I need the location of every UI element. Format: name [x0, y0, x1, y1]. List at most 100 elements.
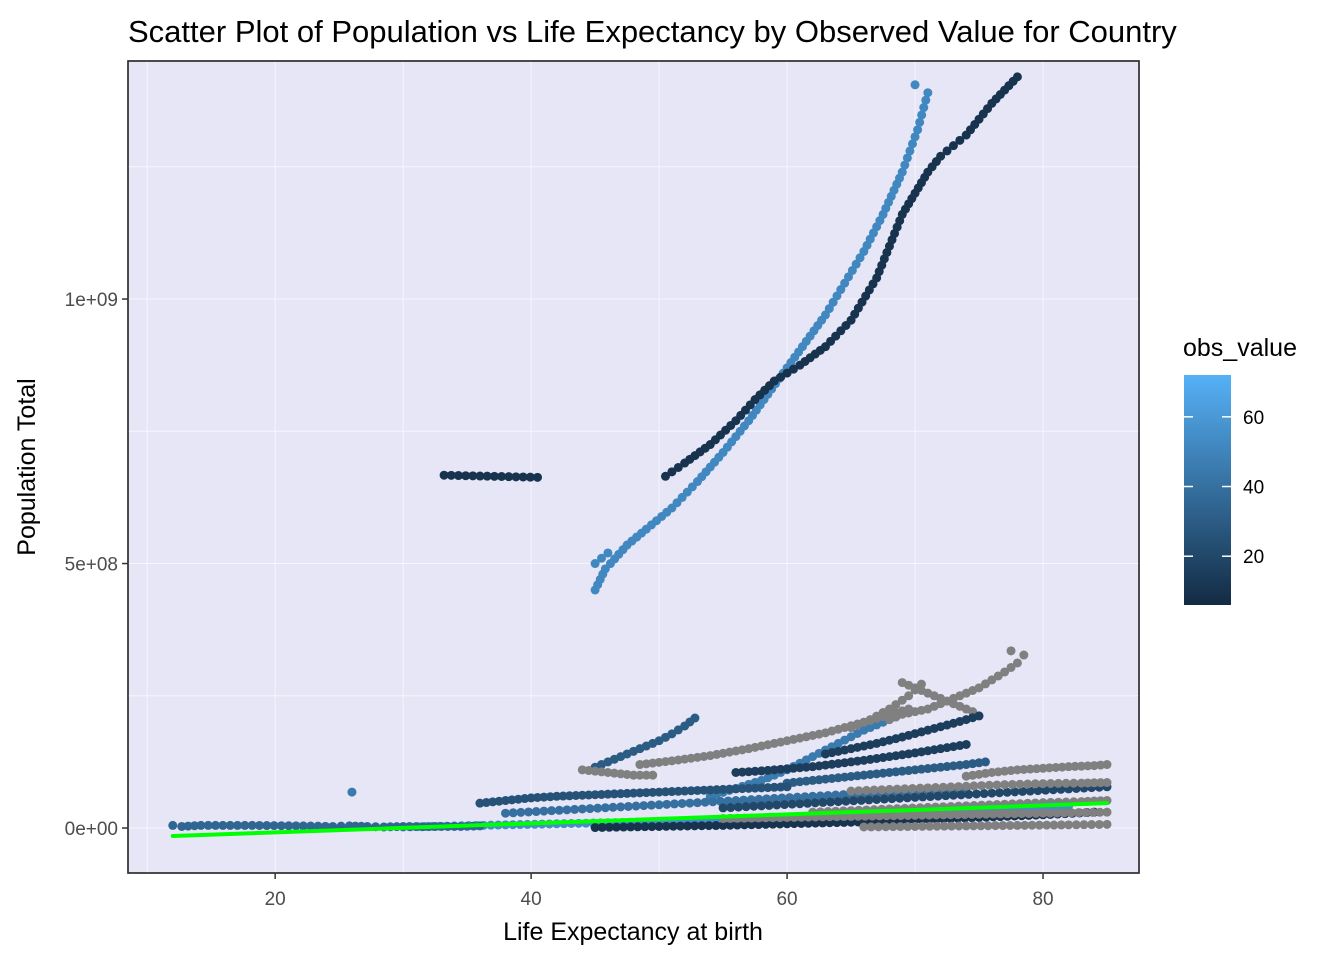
data-point — [915, 783, 925, 793]
data-point — [524, 807, 534, 817]
data-point — [964, 789, 974, 799]
data-point — [1095, 807, 1105, 817]
legend-tick-label: 40 — [1243, 478, 1264, 499]
data-point — [941, 791, 951, 801]
data-point — [977, 781, 987, 791]
data-point — [570, 804, 580, 814]
data-point — [946, 782, 956, 792]
data-point — [763, 783, 773, 793]
data-point — [685, 798, 695, 808]
data-point — [511, 472, 521, 482]
data-point — [545, 792, 555, 802]
data-point — [971, 789, 981, 799]
data-point — [453, 471, 463, 481]
data-point — [879, 794, 889, 804]
data-point — [611, 822, 621, 832]
x-tick-label: 80 — [1032, 889, 1053, 910]
data-point — [826, 797, 836, 807]
data-point — [718, 820, 728, 830]
data-point — [749, 801, 759, 811]
data-point — [677, 798, 687, 808]
data-point — [1038, 763, 1048, 773]
data-point — [504, 472, 514, 482]
data-point — [1074, 808, 1084, 818]
data-point — [974, 809, 984, 819]
trend-line-group — [170, 801, 1110, 838]
data-point — [872, 794, 882, 804]
data-point — [769, 782, 779, 792]
data-point — [635, 788, 645, 798]
data-point — [639, 801, 649, 811]
data-point — [648, 770, 658, 780]
data-point — [867, 811, 877, 821]
data-point — [750, 766, 760, 776]
data-point — [276, 821, 286, 831]
data-point — [306, 821, 316, 831]
data-point — [203, 820, 213, 830]
data-point — [1061, 778, 1071, 788]
data-point — [690, 713, 700, 723]
data-point — [623, 801, 633, 811]
data-point — [726, 803, 736, 813]
data-point — [662, 799, 672, 809]
y-tick-label: 0e+00 — [65, 819, 118, 840]
data-point — [983, 821, 993, 831]
data-point — [177, 821, 187, 831]
data-point — [1034, 820, 1044, 830]
data-point — [539, 806, 549, 816]
data-point — [895, 793, 905, 803]
data-point — [577, 804, 587, 814]
data-point — [956, 790, 966, 800]
data-point — [1076, 778, 1086, 788]
data-point — [918, 792, 928, 802]
data-point — [889, 811, 899, 821]
data-point — [754, 820, 764, 830]
data-point — [917, 821, 927, 831]
data-point — [903, 810, 913, 820]
data-point — [525, 472, 535, 482]
data-point — [291, 821, 301, 831]
data-point — [697, 821, 707, 831]
data-point — [931, 810, 941, 820]
data-point — [988, 809, 998, 819]
data-point — [739, 820, 749, 830]
data-point — [1064, 820, 1074, 830]
data-point — [680, 786, 690, 796]
data-point — [646, 800, 656, 810]
data-point — [961, 821, 971, 831]
data-point — [547, 806, 557, 816]
data-point — [1064, 762, 1074, 772]
data-point — [668, 821, 678, 831]
data-point — [888, 822, 898, 832]
data-point — [818, 797, 828, 807]
data-point — [571, 791, 581, 801]
data-point — [737, 767, 747, 777]
data-point — [861, 785, 871, 795]
data-point — [1052, 808, 1062, 818]
data-point — [468, 471, 478, 481]
data-point — [1017, 809, 1027, 819]
data-point — [938, 810, 948, 820]
data-point — [692, 785, 702, 795]
data-point — [240, 820, 250, 830]
data-point — [554, 805, 564, 815]
data-point — [518, 472, 528, 482]
data-point — [661, 821, 671, 831]
data-point — [924, 810, 934, 820]
data-point — [600, 803, 610, 813]
x-tick-label: 60 — [776, 889, 797, 910]
data-point — [597, 822, 607, 832]
data-point — [980, 757, 990, 767]
data-point — [1012, 820, 1022, 830]
data-point — [699, 785, 709, 795]
data-point — [654, 787, 664, 797]
y-axis-title: Population Total — [13, 378, 41, 555]
color-legend: obs_value 20 40 60 — [1183, 334, 1297, 605]
data-point — [1024, 808, 1034, 818]
data-point — [833, 797, 843, 807]
data-point — [925, 792, 935, 802]
data-point — [604, 822, 614, 832]
data-point — [796, 818, 806, 828]
data-point — [1046, 778, 1056, 788]
data-point — [633, 822, 643, 832]
